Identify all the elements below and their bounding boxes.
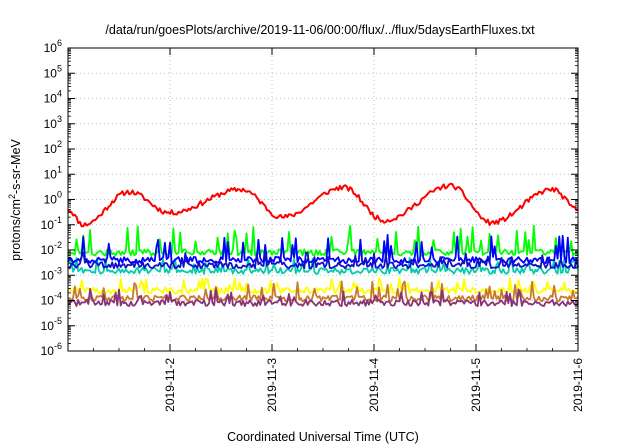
chart-title: /data/run/goesPlots/archive/2019-11-06/0… xyxy=(105,23,535,37)
y-tick-label: 10-6 xyxy=(41,341,62,358)
x-tick-label: 2019-11-3 xyxy=(265,358,279,412)
series-group xyxy=(67,182,579,307)
y-tick-label: 106 xyxy=(44,38,62,55)
x-axis: 2019-11-2 2019-11-3 2019-11-4 2019-11-5 2019… xyxy=(93,48,585,412)
flux-series-line xyxy=(67,251,579,270)
y-tick-label: 105 xyxy=(44,63,62,80)
x-axis-label: Coordinated Universal Time (UTC) xyxy=(227,430,419,444)
flux-series-line xyxy=(67,233,579,265)
x-tick-label: 2019-11-4 xyxy=(367,358,381,412)
flux-series-line xyxy=(67,280,579,303)
y-tick-label: 10-2 xyxy=(41,240,62,257)
y-tick-label: 101 xyxy=(44,164,62,181)
x-tick-label: 2019-11-2 xyxy=(163,358,177,412)
x-tick-label: 2019-11-6 xyxy=(571,358,585,412)
flux-series-line xyxy=(67,224,579,257)
flux-series-line xyxy=(67,277,579,295)
y-tick-label: 103 xyxy=(44,114,62,131)
y-tick-label: 10-5 xyxy=(41,316,62,333)
flux-series-line xyxy=(67,287,579,307)
flux-series-line xyxy=(67,182,579,228)
x-tick-label: 2019-11-5 xyxy=(469,358,483,412)
y-axis-label: protons/cm2-s-sr-MeV xyxy=(7,138,23,260)
y-axis: 10-6 10-5 10-4 10-3 10-2 10-1 100 101 102 103 104 1… xyxy=(41,38,578,358)
y-tick-label: 10-4 xyxy=(41,291,62,308)
y-tick-label: 100 xyxy=(44,190,62,207)
y-tick-label: 10-3 xyxy=(41,265,62,282)
y-tick-label: 102 xyxy=(44,139,62,156)
y-tick-label: 10-1 xyxy=(41,215,62,232)
y-tick-label: 104 xyxy=(44,89,62,106)
